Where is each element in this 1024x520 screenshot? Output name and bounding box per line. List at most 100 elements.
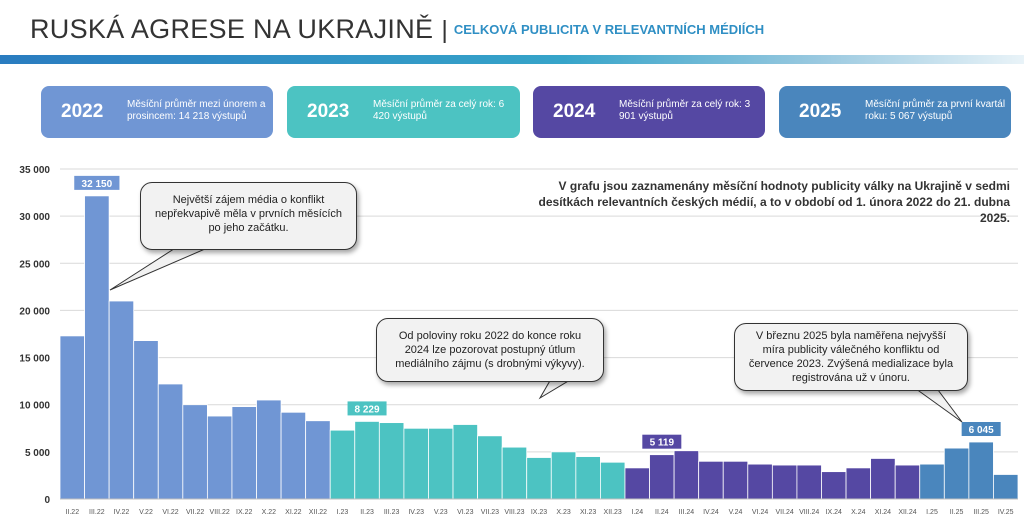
x-tick-label: XII.23 bbox=[604, 509, 622, 516]
x-tick-label: IV.22 bbox=[114, 509, 130, 516]
x-tick-label: I.23 bbox=[337, 509, 349, 516]
x-tick-label: V.23 bbox=[434, 509, 448, 516]
data-label: 5 119 bbox=[650, 438, 675, 449]
page-title: RUSKÁ AGRESE NA UKRAJINĚ bbox=[30, 14, 434, 44]
bar-IX.22 bbox=[231, 406, 257, 500]
x-tick-label: II.22 bbox=[65, 509, 79, 516]
x-tick-label: II.23 bbox=[360, 509, 374, 516]
x-tick-label: II.24 bbox=[655, 509, 669, 516]
card-year: 2022 bbox=[61, 101, 104, 122]
x-tick-label: III.24 bbox=[679, 509, 695, 516]
card-text: Měsíční průměr za celý rok: 3 901 výstup… bbox=[619, 99, 751, 122]
x-tick-label: IX.22 bbox=[236, 509, 252, 516]
y-tick-label: 35 000 bbox=[19, 165, 50, 176]
bar-VI.23 bbox=[452, 424, 478, 500]
bar-I.24 bbox=[624, 467, 650, 500]
x-tick-label: VIII.24 bbox=[799, 509, 819, 516]
x-tick-label: VI.22 bbox=[162, 509, 178, 516]
x-tick-label: VIII.23 bbox=[504, 509, 524, 516]
x-tick-label: VIII.22 bbox=[210, 509, 230, 516]
bar-III.22 bbox=[84, 195, 110, 500]
bar-XI.23 bbox=[575, 456, 601, 500]
x-tick-label: IX.23 bbox=[531, 509, 547, 516]
bar-II.24 bbox=[649, 454, 675, 500]
data-label: 32 150 bbox=[82, 179, 113, 190]
card-2025: 2025 Měsíční průměr za první kvartál rok… bbox=[779, 86, 1011, 138]
bar-VI.24 bbox=[747, 463, 773, 500]
bar-VII.23 bbox=[477, 435, 503, 500]
y-tick-label: 15 000 bbox=[19, 354, 50, 365]
bar-VIII.24 bbox=[796, 464, 822, 500]
bar-IV.24 bbox=[698, 460, 724, 500]
y-tick-label: 25 000 bbox=[19, 259, 50, 270]
y-tick-label: 5 000 bbox=[25, 448, 50, 459]
bar-II.25 bbox=[943, 447, 970, 500]
card-2023: 2023 Měsíční průměr za celý rok: 6 420 v… bbox=[287, 86, 520, 138]
x-tick-label: II.25 bbox=[950, 509, 964, 516]
x-tick-label: I.25 bbox=[926, 509, 938, 516]
x-tick-label: IX.24 bbox=[826, 509, 842, 516]
card-text: Měsíční průměr za celý rok: 6 420 výstup… bbox=[373, 99, 505, 122]
y-tick-label: 0 bbox=[44, 495, 50, 506]
chart-note: V grafu jsou zaznamenány měsíční hodnoty… bbox=[538, 179, 1010, 225]
x-tick-label: VII.22 bbox=[186, 509, 204, 516]
page-subtitle: CELKOVÁ PUBLICITA V RELEVANTNÍCH MÉDIÍCH bbox=[453, 22, 765, 37]
x-tick-label: XII.22 bbox=[309, 509, 327, 516]
x-tick-label: X.23 bbox=[556, 509, 571, 516]
bar-IV.23 bbox=[403, 427, 429, 500]
x-tick-label: IV.23 bbox=[408, 509, 424, 516]
x-tick-label: XI.22 bbox=[285, 509, 301, 516]
x-tick-label: VII.23 bbox=[481, 509, 499, 516]
bar-X.23 bbox=[550, 451, 577, 500]
x-tick-label: X.22 bbox=[262, 509, 277, 516]
x-tick-label: III.22 bbox=[89, 509, 105, 516]
bar-IV.25 bbox=[993, 474, 1019, 500]
bar-IX.23 bbox=[526, 457, 552, 500]
bar-X.22 bbox=[256, 399, 282, 500]
y-tick-label: 10 000 bbox=[19, 401, 50, 412]
data-label: 8 229 bbox=[355, 404, 380, 415]
y-tick-label: 20 000 bbox=[19, 306, 50, 317]
header-band bbox=[0, 55, 1024, 64]
bar-chart: 0 5 000 10 000 15 000 20 000 25 000 30 000 35 0… bbox=[19, 165, 1019, 516]
bar-VII.24 bbox=[771, 464, 798, 500]
x-tick-label: V.22 bbox=[139, 509, 153, 516]
card-year: 2025 bbox=[799, 101, 842, 122]
x-tick-label: X.24 bbox=[851, 509, 866, 516]
bar-I.23 bbox=[329, 429, 356, 500]
bar-IV.22 bbox=[108, 300, 135, 500]
card-2024: 2024 Měsíční průměr za celý rok: 3 901 v… bbox=[533, 86, 765, 138]
card-text: Měsíční průměr mezi únorem a prosincem: … bbox=[127, 99, 266, 122]
bar-V.24 bbox=[722, 460, 749, 500]
data-label-box bbox=[74, 175, 120, 190]
bar-II.23 bbox=[354, 421, 380, 500]
data-label-box bbox=[347, 401, 387, 416]
x-tick-label: VI.24 bbox=[752, 509, 768, 516]
data-label-box bbox=[642, 434, 682, 449]
x-tick-label: V.24 bbox=[729, 509, 743, 516]
x-tick-label: IV.25 bbox=[998, 509, 1014, 516]
y-tick-label: 30 000 bbox=[19, 212, 50, 223]
bar-V.22 bbox=[133, 340, 159, 500]
callout-march-2025: V březnu 2025 byla naměřena nejvyšší mír… bbox=[734, 323, 968, 391]
x-tick-label: I.24 bbox=[631, 509, 643, 516]
page-header: RUSKÁ AGRESE NA UKRAJINĚ | CELKOVÁ PUBLICI… bbox=[30, 14, 764, 45]
bar-VIII.23 bbox=[501, 446, 528, 500]
x-tick-label: VI.23 bbox=[457, 509, 473, 516]
title-separator: | bbox=[441, 16, 448, 44]
callout-peak-interest: Největší zájem média o konflikt nepřekva… bbox=[140, 182, 357, 250]
card-text: Měsíční průměr za první kvartál roku: 5 … bbox=[865, 99, 1006, 122]
card-year: 2023 bbox=[307, 101, 350, 122]
x-tick-label: IV.24 bbox=[703, 509, 719, 516]
card-2022: 2022 Měsíční průměr mezi únorem a prosin… bbox=[41, 86, 273, 138]
card-year: 2024 bbox=[553, 101, 596, 122]
x-tick-label: VII.24 bbox=[775, 509, 793, 516]
x-tick-label: III.23 bbox=[384, 509, 400, 516]
x-tick-label: XI.24 bbox=[875, 509, 891, 516]
callout-decline: Od poloviny roku 2022 do konce roku 2024… bbox=[376, 318, 604, 382]
x-tick-label: XI.23 bbox=[580, 509, 596, 516]
x-tick-label: III.25 bbox=[973, 509, 989, 516]
x-tick-label: XII.24 bbox=[898, 509, 916, 516]
data-label: 6 045 bbox=[969, 425, 994, 436]
